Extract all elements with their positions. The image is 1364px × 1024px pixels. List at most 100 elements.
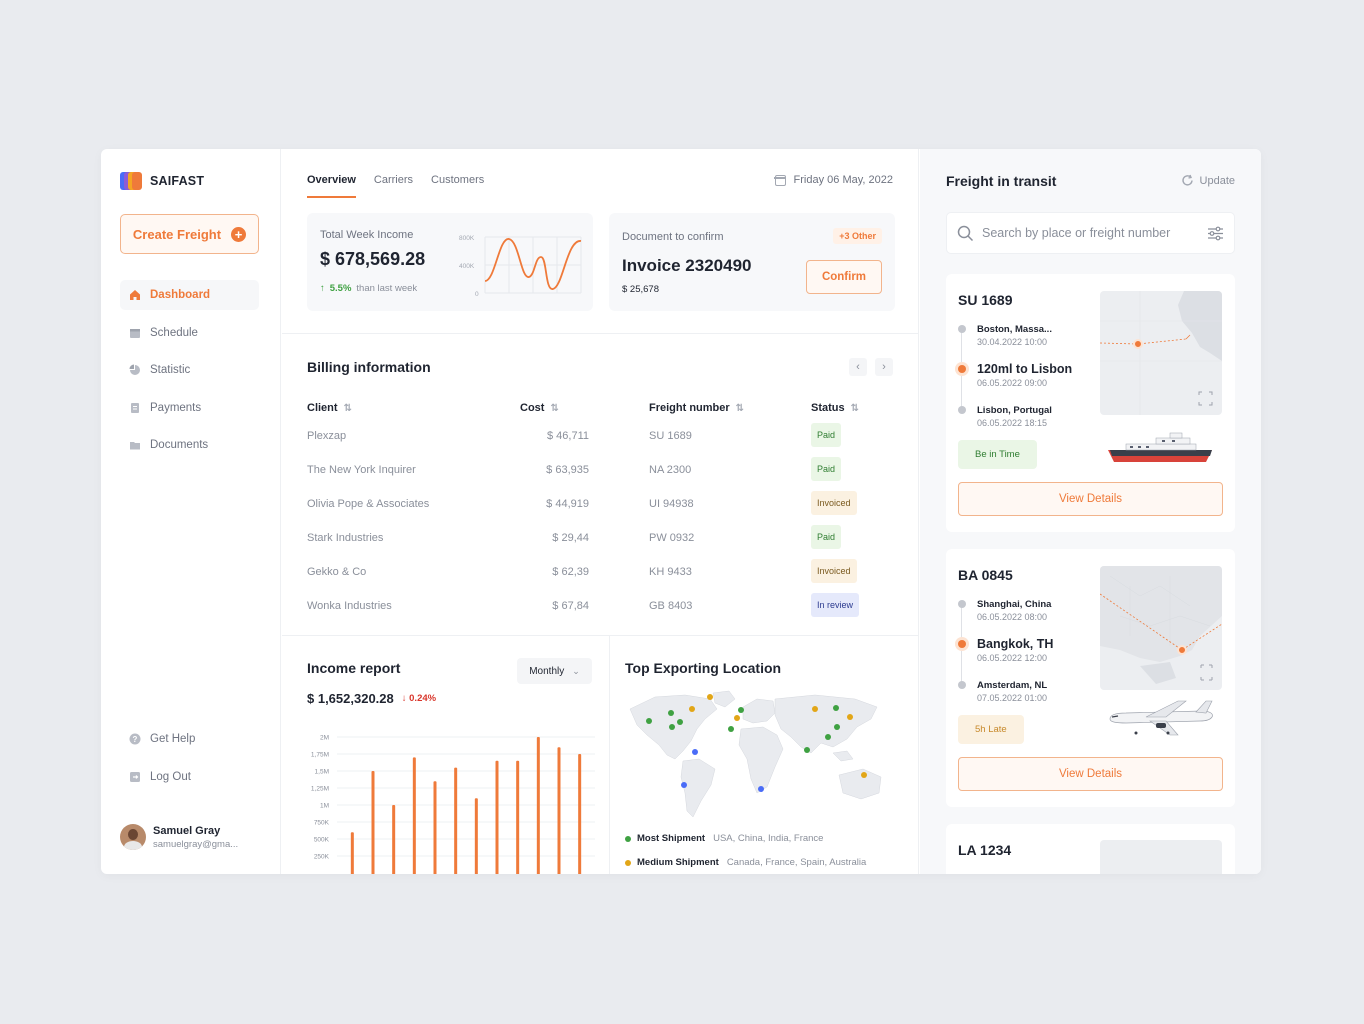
y-tick-label: 2M — [320, 735, 329, 742]
cost-cell: $ 63,935 — [546, 464, 589, 476]
update-button[interactable]: Update — [1181, 174, 1235, 187]
home-icon — [130, 290, 140, 300]
status-badge: Paid — [811, 525, 842, 549]
divider — [282, 635, 919, 636]
sidebar-item-schedule[interactable]: Schedule — [120, 318, 259, 348]
stop-time: 06.05.2022 12:00 — [977, 653, 1048, 663]
bar — [495, 760, 499, 874]
total-week-income-card: Total Week Income $ 678,569.28 ↑ 5.5% th… — [307, 213, 593, 311]
sidebar-item-dashboard[interactable]: Dashboard — [120, 280, 259, 310]
column-header-freight-number[interactable]: Freight number ⇅ — [649, 402, 745, 414]
table-row[interactable]: The New York Inquirer $ 63,935 NA 2300 Paid — [307, 457, 897, 495]
sparkline-axis-label: 800K — [459, 235, 475, 242]
column-header-status[interactable]: Status ⇅ — [811, 402, 860, 414]
shipment-dot — [834, 724, 840, 730]
date-text: Friday 06 May, 2022 — [793, 174, 893, 186]
folder-icon — [130, 442, 140, 450]
shipment-dot — [689, 706, 695, 712]
shipment-dot — [812, 706, 818, 712]
sidebar-item-documents[interactable]: Documents — [120, 430, 259, 460]
create-freight-button[interactable]: Create Freight + — [120, 214, 259, 254]
client-cell: The New York Inquirer — [307, 464, 416, 476]
route-map[interactable] — [1100, 566, 1222, 690]
user-profile[interactable]: Samuel Gray samuelgray@gma... — [120, 824, 238, 850]
stop-dot — [958, 325, 966, 333]
confirm-button[interactable]: Confirm — [806, 260, 882, 294]
help-icon: ? — [129, 733, 141, 745]
filter-icon[interactable] — [1207, 226, 1224, 241]
billing-pager: ‹ › — [849, 358, 893, 376]
freight-search — [946, 212, 1235, 254]
income-report-change: ↓ 0.24% — [401, 693, 437, 704]
chevron-right-icon[interactable]: › — [875, 358, 893, 376]
shipment-dot — [668, 710, 674, 716]
legend-label: Medium Shipment — [637, 857, 719, 868]
income-value: $ 678,569.28 — [320, 249, 426, 269]
tab-carriers[interactable]: Carriers — [373, 174, 414, 186]
y-tick-label: 1M — [320, 803, 329, 810]
ship-icon — [1108, 432, 1212, 462]
plus-icon: + — [231, 226, 247, 242]
table-row[interactable]: Stark Industries $ 29,44 PW 0932 Paid — [307, 525, 897, 563]
cost-cell: $ 62,39 — [552, 566, 589, 578]
y-tick-label: 750K — [314, 820, 330, 827]
sidebar-item-get-help[interactable]: ? Get Help — [120, 724, 259, 754]
sidebar-nav: Dashboard Schedule Statistic Payments Do… — [120, 280, 259, 468]
stop-dot — [958, 640, 966, 648]
sparkline-axis-label: 0 — [475, 291, 479, 298]
status-badge: Invoiced — [811, 491, 857, 515]
stop-time: 06.05.2022 09:00 — [977, 378, 1048, 388]
column-header-client[interactable]: Client ⇅ — [307, 402, 352, 414]
table-row[interactable]: Olivia Pope & Associates $ 44,919 UI 94938… — [307, 491, 897, 529]
table-row[interactable]: Gekko & Co $ 62,39 KH 9433 Invoiced — [307, 559, 897, 597]
tab-bar: Overview Carriers Customers — [307, 174, 484, 198]
receipt-icon — [131, 402, 139, 413]
view-details-button[interactable]: View Details — [958, 482, 1223, 516]
column-header-cost[interactable]: Cost ⇅ — [520, 402, 559, 414]
main-content: Overview Carriers Customers Friday 06 Ma… — [282, 149, 919, 874]
freight-number-cell: PW 0932 — [649, 532, 695, 544]
bar — [392, 805, 396, 874]
expand-icon — [1200, 664, 1213, 681]
sidebar-item-payments[interactable]: Payments — [120, 393, 259, 423]
shipment-dot — [804, 747, 810, 753]
period-select[interactable]: Monthly ⌄ — [517, 658, 592, 684]
shipment-dot — [692, 749, 698, 755]
chevron-left-icon[interactable]: ‹ — [849, 358, 867, 376]
legend-value: Canada, France, Spain, Australia — [726, 857, 867, 868]
route-map[interactable] — [1100, 840, 1222, 874]
route-map[interactable] — [1100, 291, 1222, 415]
bar — [474, 798, 478, 874]
calendar-icon — [130, 328, 140, 338]
sidebar-item-statistic[interactable]: Statistic — [120, 355, 259, 385]
freight-card-su1689[interactable]: SU 1689 Boston, Massa... 30.04.2022 10:0… — [946, 274, 1235, 532]
status-badge: 5h Late — [958, 715, 1024, 744]
svg-text:?: ? — [133, 735, 138, 744]
status-badge: Invoiced — [811, 559, 857, 583]
logo-icon — [120, 172, 142, 190]
other-documents-badge[interactable]: +3 Other — [833, 228, 882, 244]
tab-overview[interactable]: Overview — [307, 174, 356, 198]
freight-number-cell: GB 8403 — [649, 600, 693, 612]
shipment-dot — [646, 718, 652, 724]
stop-name: Shanghai, China — [977, 599, 1052, 610]
user-name: Samuel Gray — [153, 824, 221, 837]
stop-name: 120ml to Lisbon — [977, 362, 1073, 376]
search-input[interactable] — [982, 226, 1199, 240]
app-window: SAIFAST Create Freight + Dashboard Sched… — [101, 149, 1261, 874]
table-row[interactable]: Wonka Industries $ 67,84 GB 8403 In review — [307, 593, 897, 631]
sidebar-item-log-out[interactable]: Log Out — [120, 762, 259, 792]
table-row[interactable]: Plexzap $ 46,711 SU 1689 Paid — [307, 423, 897, 461]
legend-dot — [625, 859, 631, 866]
view-details-button[interactable]: View Details — [958, 757, 1223, 791]
freight-card-ba0845[interactable]: BA 0845 Shanghai, China 06.05.2022 08:00… — [946, 549, 1235, 807]
legend-most-shipment: Most Shipment USA, China, India, France — [625, 833, 823, 844]
income-report-title: Income report — [307, 660, 401, 676]
tab-customers[interactable]: Customers — [431, 174, 485, 186]
create-freight-label: Create Freight — [132, 226, 222, 242]
client-cell: Plexzap — [307, 430, 347, 442]
stop-time: 07.05.2022 01:00 — [977, 693, 1048, 703]
refresh-icon — [1181, 174, 1193, 186]
freight-card-la1234[interactable]: LA 1234 — [946, 824, 1235, 874]
logo[interactable]: SAIFAST — [120, 172, 204, 190]
